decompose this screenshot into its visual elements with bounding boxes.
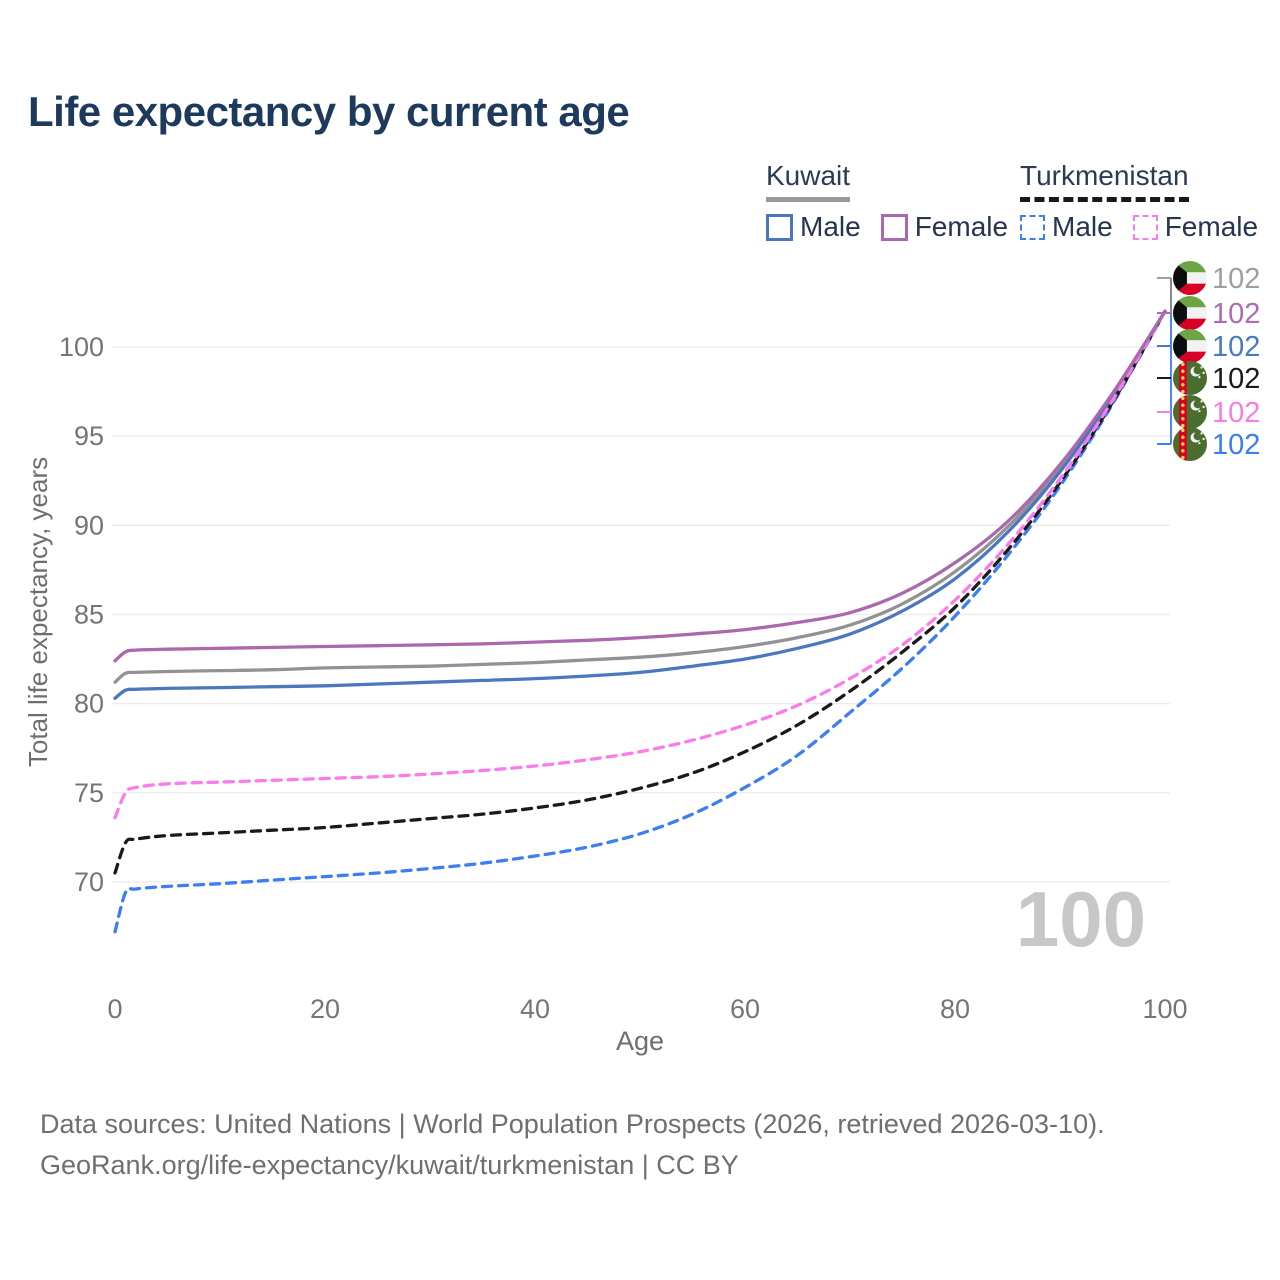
flag-kuwait-icon (1173, 261, 1207, 295)
legend-group-turkmenistan: Turkmenistan Male Female (1020, 160, 1258, 243)
legend-swatch-kuwait-male[interactable] (766, 213, 793, 241)
x-axis-title: Age (616, 1026, 664, 1056)
end-value-label-kuwait-male: 102 (1212, 331, 1260, 363)
legend-label-turkmenistan-female: Female (1164, 211, 1259, 242)
legend-item-turkmenistan-female[interactable]: Female (1132, 211, 1259, 243)
y-tick-label: 70 (74, 867, 104, 897)
footer: Data sources: United Nations | World Pop… (40, 1104, 1105, 1186)
x-tick-label: 60 (730, 994, 760, 1024)
legend-swatch-turkmenistan-male[interactable] (1020, 214, 1045, 240)
legend-title-kuwait[interactable]: Kuwait (766, 160, 851, 202)
line-chart: 100 95 90 85 80 75 70 0 20 40 60 80 100 Age Total life… (23, 261, 1260, 1056)
flag-turkmenistan-icon (1173, 361, 1207, 395)
series-line-turkmenistan-male[interactable] (113, 309, 1167, 934)
legend-item-turkmenistan-male[interactable]: Male (1020, 211, 1113, 243)
legend-group-kuwait: Kuwait Male Female (766, 160, 1008, 243)
y-tick-label: 100 (59, 332, 104, 362)
y-tick-label: 75 (74, 778, 104, 808)
x-tick-label: 0 (107, 994, 122, 1024)
series-line-turkmenistan-female[interactable] (113, 309, 1167, 820)
page-title: Life expectancy by current age (28, 88, 630, 135)
watermark-age-100: 100 (1016, 875, 1146, 963)
end-value-label-kuwait-female: 102 (1212, 298, 1260, 330)
legend-title-turkmenistan[interactable]: Turkmenistan (1020, 160, 1189, 202)
series-line-kuwait-male[interactable] (113, 309, 1167, 700)
legend-label-kuwait-female: Female (914, 211, 1009, 242)
x-tick-label: 40 (520, 994, 550, 1024)
series-line-kuwait-female[interactable] (113, 309, 1167, 663)
x-tick-label: 100 (1142, 994, 1187, 1024)
series-line-turkmenistan-total[interactable] (113, 309, 1167, 875)
attribution-text: GeoRank.org/life-expectancy/kuwait/turkm… (40, 1150, 739, 1180)
flag-kuwait-icon (1173, 329, 1207, 363)
y-tick-label: 95 (74, 421, 104, 451)
y-tick-label: 85 (74, 599, 104, 629)
legend-item-kuwait-male[interactable]: Male (766, 211, 861, 243)
y-tick-label: 90 (74, 510, 104, 540)
flag-turkmenistan-icon (1173, 427, 1207, 461)
end-value-label-turkmenistan-total: 102 (1212, 363, 1260, 395)
end-value-label-turkmenistan-female: 102 (1212, 397, 1260, 429)
legend-item-kuwait-female[interactable]: Female (880, 211, 1009, 243)
end-value-label-turkmenistan-male: 102 (1212, 429, 1260, 461)
x-tick-label: 80 (940, 994, 970, 1024)
x-tick-label: 20 (310, 994, 340, 1024)
series-line-kuwait-total[interactable] (113, 309, 1167, 684)
flag-turkmenistan-icon (1173, 395, 1207, 429)
flag-kuwait-icon (1173, 296, 1207, 330)
legend-swatch-kuwait-female[interactable] (880, 213, 908, 241)
y-axis-title: Total life expectancy, years (23, 457, 53, 767)
legend-swatch-turkmenistan-female[interactable] (1132, 214, 1158, 240)
end-value-label-kuwait-total: 102 (1212, 263, 1260, 295)
legend-label-turkmenistan-male: Male (1052, 211, 1113, 242)
data-sources-text: Data sources: United Nations | World Pop… (40, 1109, 1105, 1139)
legend-label-kuwait-male: Male (800, 211, 861, 242)
y-tick-label: 80 (74, 689, 104, 719)
